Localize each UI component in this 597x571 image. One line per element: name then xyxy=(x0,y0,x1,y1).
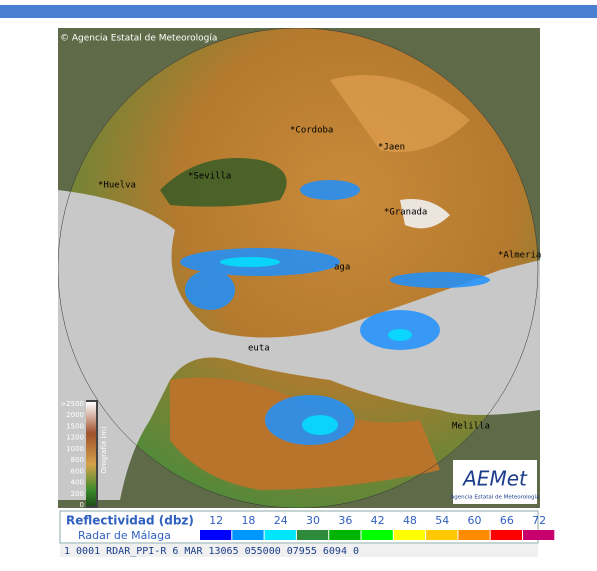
city-label: Melilla xyxy=(452,422,490,432)
scale-swatch xyxy=(490,530,522,540)
scale-swatch xyxy=(426,530,458,540)
scale-swatch xyxy=(329,530,361,540)
orography-label: >2500 xyxy=(60,400,84,408)
city-label: *Jaen xyxy=(378,143,405,153)
radar-map xyxy=(58,28,540,508)
scale-swatch xyxy=(264,530,296,540)
logo-subtitle: Agencia Estatal de Meteorología xyxy=(451,494,540,501)
scale-swatch xyxy=(393,530,426,540)
city-label: aga xyxy=(334,263,350,273)
orography-label: 0 xyxy=(80,501,84,509)
credit: © Agencia Estatal de Meteorología xyxy=(60,34,217,44)
scale-swatch xyxy=(200,530,232,540)
orography-scale xyxy=(86,402,96,506)
scale-label: 18 xyxy=(241,514,255,527)
orography-label: 200 xyxy=(71,490,84,498)
city-label: *Huelva xyxy=(98,181,136,191)
city-label: *Granada xyxy=(384,208,427,218)
orography-label: 1200 xyxy=(66,434,84,442)
scale-swatch xyxy=(296,530,329,540)
orography-label: 2000 xyxy=(66,411,84,419)
scale-swatch xyxy=(523,530,555,540)
scale-label: 48 xyxy=(403,514,417,527)
top-bar xyxy=(0,5,597,18)
scale-label: 60 xyxy=(468,514,482,527)
scale-label: 72 xyxy=(532,514,546,527)
city-label: *Almeria xyxy=(498,251,541,261)
legend-title: Reflectividad (dbz) xyxy=(66,514,194,528)
orography-label: 1000 xyxy=(66,445,84,453)
scale-swatch xyxy=(232,530,264,540)
scale-label: 42 xyxy=(371,514,385,527)
orography-label: 800 xyxy=(71,456,84,464)
orography-title: Orografía (m) xyxy=(100,426,108,474)
legend-radar: Radar de Málaga xyxy=(78,529,171,542)
scale-swatch xyxy=(361,530,393,540)
scale-label: 54 xyxy=(435,514,449,527)
logo-name: AEMet xyxy=(461,467,528,491)
orography-label: 400 xyxy=(71,479,84,487)
scale-label: 30 xyxy=(306,514,320,527)
status-bar xyxy=(60,544,538,557)
city-label: *Sevilla xyxy=(188,172,231,182)
logo-box xyxy=(453,460,537,504)
orography-label: 1500 xyxy=(66,422,84,430)
city-label: euta xyxy=(248,344,270,354)
scale-label: 66 xyxy=(500,514,514,527)
scale-label: 24 xyxy=(274,514,288,527)
city-label: *Cordoba xyxy=(290,126,333,136)
scale-label: 36 xyxy=(338,514,352,527)
orography-label: 600 xyxy=(71,467,84,475)
scale-label: 12 xyxy=(209,514,223,527)
scale-swatch xyxy=(458,530,490,540)
status-line: 1 0001 RDAR_PPI-R 6 MAR 13065 055000 079… xyxy=(64,546,359,557)
